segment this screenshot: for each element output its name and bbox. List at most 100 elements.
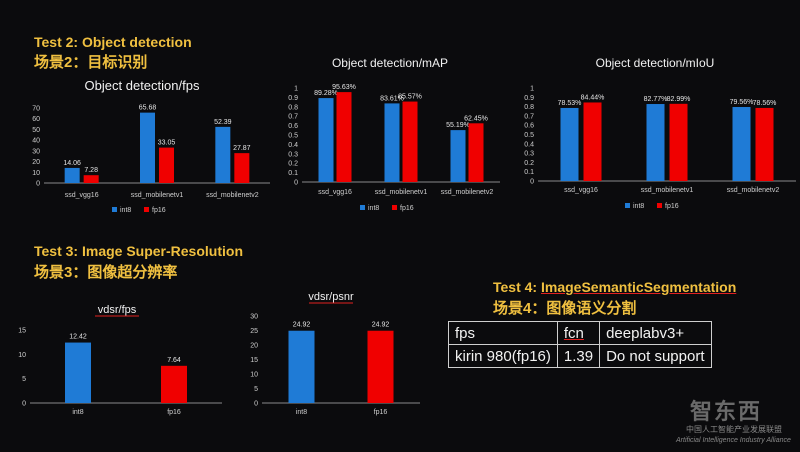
bar-fp16 [234, 153, 250, 183]
y-tick-label: 10 [18, 352, 26, 359]
y-tick-label: 10 [250, 372, 258, 379]
watermark-brand: 智东西 [690, 399, 763, 424]
data-label: 7.64 [167, 357, 181, 364]
bar-int8 [288, 330, 315, 403]
bar-fp16 [367, 330, 394, 403]
data-label: 55.19% [446, 122, 470, 129]
chart-title: Object detection/mIoU [596, 56, 715, 70]
test3-subheading: 场景3：图像超分辨率 [34, 264, 178, 281]
y-tick-label: 20 [250, 343, 258, 350]
category-label: ssd_mobilenetv2 [727, 187, 780, 194]
data-label: 27.87 [233, 145, 251, 152]
legend-swatch-int8 [112, 207, 117, 212]
chart-od-fps: Object detection/fps 0 10 20 30 40 50 60 70 14.06… [32, 78, 270, 214]
chart-od-map: Object detection/mAP 0 0.1 0.2 0.3 0.4 0.5 0.6 0… [288, 56, 500, 212]
y-tick-label: 0.9 [524, 95, 534, 102]
chart-od-miou: Object detection/mIoU 0 0.1 0.2 0.3 0.4 0.5 0.6… [524, 56, 796, 210]
data-label: 14.06 [63, 160, 81, 167]
y-tick-label: 60 [32, 116, 40, 123]
chart-title: vdsr/fps [98, 304, 137, 316]
data-label: 89.28% [314, 90, 338, 97]
data-label: 7.28 [84, 167, 98, 174]
table-cell: fps [448, 321, 558, 345]
segmentation-table: fps fcn deeplabv3+ kirin 980(fp16) 1.39 … [448, 321, 712, 368]
table-cell: kirin 980(fp16) [448, 344, 558, 368]
bar-int8 [140, 112, 155, 183]
data-label: 82.77% [644, 96, 668, 103]
bar-int8 [646, 104, 665, 181]
category-label: ssd_mobilenetv2 [206, 192, 259, 199]
y-tick-label: 0.3 [524, 151, 534, 158]
table-cell: fcn [556, 321, 601, 345]
table-cell: 1.39 [556, 344, 601, 368]
bar-int8 [318, 98, 334, 182]
legend-swatch-fp16 [144, 207, 149, 212]
test4-heading-main: ImageSemanticSegmentation [540, 279, 737, 295]
legend-swatch-fp16 [657, 203, 662, 208]
y-tick-label: 0.8 [288, 104, 298, 111]
y-tick-label: 15 [250, 357, 258, 364]
y-tick-label: 0 [22, 401, 26, 408]
y-tick-label: 0.6 [288, 123, 298, 130]
data-label: 79.56% [730, 99, 754, 106]
watermark-zh: 中国人工智能产业发展联盟 [686, 425, 782, 434]
bar-fp16 [583, 102, 602, 181]
y-tick-label: 0.8 [524, 104, 534, 111]
test2-heading: Test 2: Object detection [34, 34, 192, 50]
test2-subheading: 场景2：目标识别 [34, 54, 148, 71]
y-tick-label: 0.5 [524, 132, 534, 139]
data-label: 65.68 [139, 105, 157, 112]
category-label: fp16 [167, 409, 181, 416]
watermark-en: Artificial Intelligence Industry Allianc… [676, 437, 791, 444]
chart-title: Object detection/fps [85, 78, 200, 93]
test4-subheading: 场景4：图像语义分割 [493, 300, 637, 317]
bar-fp16 [669, 103, 688, 181]
legend-label-fp16: fp16 [152, 207, 166, 214]
bar-int8 [65, 342, 91, 403]
legend-label-int8: int8 [368, 205, 379, 212]
data-label: 33.05 [158, 140, 176, 147]
bar-int8 [560, 107, 579, 181]
category-label: int8 [296, 409, 307, 416]
y-tick-label: 10 [32, 170, 40, 177]
data-label: 78.56% [753, 100, 777, 107]
y-tick-label: 0.7 [288, 114, 298, 121]
data-label: 95.63% [332, 84, 356, 91]
legend-swatch-fp16 [392, 205, 397, 210]
category-label: ssd_vgg16 [65, 192, 99, 199]
legend-swatch-int8 [360, 205, 365, 210]
bar-int8 [384, 103, 400, 182]
y-tick-label: 0.3 [288, 151, 298, 158]
category-label: ssd_mobilenetv1 [641, 187, 694, 194]
y-tick-label: 0.6 [524, 123, 534, 130]
data-label: 85.57% [398, 94, 422, 101]
data-label: 78.53% [558, 100, 582, 107]
category-label: ssd_vgg16 [318, 189, 352, 196]
y-tick-label: 1 [530, 86, 534, 93]
chart-sr-psnr: vdsr/psnr 0 5 10 15 20 25 30 24.92 int8 24.92 fp16 [250, 291, 420, 416]
y-tick-label: 0.1 [288, 170, 298, 177]
y-tick-label: 0.4 [524, 141, 534, 148]
bar-int8 [732, 107, 751, 181]
chart-title: Object detection/mAP [332, 56, 448, 70]
bar-fp16 [402, 101, 418, 182]
category-label: fp16 [374, 409, 388, 416]
legend-label-int8: int8 [120, 207, 131, 214]
category-label: ssd_vgg16 [564, 187, 598, 194]
y-tick-label: 50 [32, 127, 40, 134]
bar-int8 [215, 126, 231, 183]
data-label: 83.61% [380, 95, 404, 102]
y-tick-label: 0.9 [288, 95, 298, 102]
y-tick-label: 0.4 [288, 142, 298, 149]
y-tick-label: 30 [250, 314, 258, 321]
y-tick-label: 30 [32, 148, 40, 155]
table-cell: Do not support [599, 344, 712, 368]
bar-fp16 [755, 107, 774, 181]
y-tick-label: 25 [250, 328, 258, 335]
data-label: 24.92 [293, 322, 311, 329]
test3-heading: Test 3: Image Super-Resolution [34, 243, 243, 259]
chart-title: vdsr/psnr [308, 291, 354, 303]
category-label: int8 [72, 409, 83, 416]
data-label: 84.44% [581, 94, 605, 101]
category-label: ssd_mobilenetv1 [375, 189, 428, 196]
